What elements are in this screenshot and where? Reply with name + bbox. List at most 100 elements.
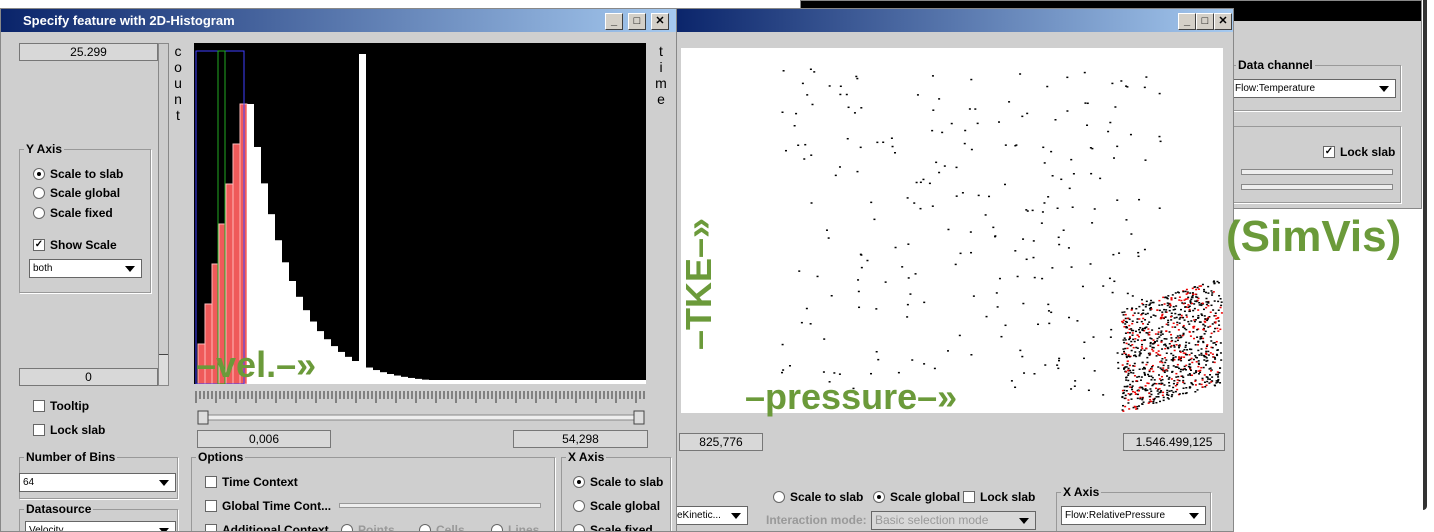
point (859, 253, 862, 256)
scrollbar[interactable] (158, 43, 169, 386)
point (1149, 353, 1152, 355)
point (922, 178, 925, 181)
dropdown[interactable]: Flow:Temperature (1231, 79, 1396, 98)
radio[interactable]: Points (341, 523, 395, 531)
point (1125, 390, 1128, 392)
point (1132, 314, 1135, 317)
point (1195, 356, 1198, 359)
point (1176, 363, 1179, 366)
checkbox[interactable]: Global Time Cont... (205, 499, 331, 513)
radio[interactable]: Scale to slab (573, 475, 663, 489)
x-max-field[interactable]: 1.546.499,125 (1123, 433, 1225, 451)
point (1152, 339, 1155, 341)
point (1194, 293, 1197, 296)
dropdown[interactable]: Flow:RelativePressure (1061, 506, 1206, 525)
point (1107, 130, 1110, 133)
point (1185, 387, 1188, 389)
point (1141, 386, 1144, 389)
radio[interactable]: Scale fixed (573, 523, 653, 531)
point (1187, 304, 1190, 306)
point (1205, 364, 1208, 366)
title-bar (673, 9, 1233, 32)
slider[interactable] (339, 503, 541, 508)
y-max-field[interactable]: 25.299 (19, 43, 158, 61)
radio[interactable]: Scale to slab (33, 167, 123, 181)
point (1146, 382, 1149, 384)
checkbox[interactable]: Lock slab (33, 423, 105, 437)
checkbox[interactable]: ✓ Show Scale (33, 238, 117, 252)
y-min-field[interactable]: 0 (19, 368, 158, 386)
point (1184, 353, 1187, 356)
minimize[interactable]: _ (1178, 13, 1196, 30)
point (1124, 353, 1127, 356)
point (1204, 318, 1207, 320)
point (1160, 368, 1163, 371)
point (1199, 336, 1202, 338)
point (1213, 282, 1216, 285)
point (1160, 316, 1163, 319)
slider-thumb (633, 410, 645, 425)
point (1182, 332, 1185, 335)
point (1032, 256, 1035, 259)
point (1159, 400, 1162, 403)
x-min-field[interactable]: 0,006 (197, 430, 331, 448)
close[interactable]: ✕ (1214, 13, 1232, 30)
point (1163, 371, 1166, 374)
group: X Axis (561, 450, 671, 531)
dropdown[interactable]: eKinetic... (673, 506, 748, 525)
group-title: X Axis (566, 450, 607, 464)
point (977, 194, 980, 197)
radio[interactable]: Lines (491, 523, 539, 531)
checkbox[interactable]: Lock slab (963, 490, 1035, 504)
point (1118, 252, 1121, 254)
point (1128, 318, 1131, 321)
x-min-field[interactable]: 825,776 (679, 433, 763, 451)
radio[interactable]: Scale to slab (773, 490, 863, 504)
point (1215, 373, 1218, 376)
point (1132, 365, 1135, 367)
point (1159, 140, 1162, 143)
point (906, 303, 909, 306)
point (1164, 361, 1167, 364)
radio[interactable]: Scale fixed (33, 206, 113, 220)
slider[interactable] (1241, 169, 1393, 175)
radio[interactable]: Scale global (873, 490, 960, 504)
maximize[interactable]: □ (628, 13, 646, 30)
point (1135, 307, 1138, 310)
slider[interactable] (1241, 184, 1393, 190)
point (1205, 345, 1208, 348)
close[interactable]: ✕ (651, 13, 669, 30)
dropdown[interactable]: 64 (19, 473, 176, 492)
dropdown[interactable]: Velocity (25, 521, 176, 531)
point (1140, 298, 1143, 301)
minimize[interactable]: _ (605, 13, 623, 30)
dropdown[interactable]: both (29, 259, 142, 278)
bar (317, 331, 324, 384)
radio[interactable]: Scale global (573, 499, 660, 513)
radio[interactable]: Scale global (33, 186, 120, 200)
point (1188, 387, 1191, 389)
point (1158, 135, 1161, 138)
point (816, 275, 819, 278)
x-max-field[interactable]: 54,298 (513, 430, 648, 448)
point (1202, 340, 1205, 343)
checkbox[interactable]: ✓ Lock slab (1323, 145, 1396, 159)
maximize[interactable]: □ (1196, 13, 1214, 30)
checkbox[interactable]: Tooltip (33, 399, 89, 413)
point (968, 108, 971, 110)
point (1173, 358, 1176, 361)
point (992, 226, 995, 229)
checkbox[interactable]: Time Context (205, 475, 298, 489)
point (1177, 313, 1180, 316)
point (1184, 306, 1187, 308)
point (946, 350, 949, 352)
point (1125, 325, 1128, 328)
point (1166, 397, 1169, 399)
point (1130, 340, 1133, 343)
radio[interactable]: Cells (419, 523, 465, 531)
checkbox[interactable]: Additional Context (205, 523, 329, 531)
point (1164, 311, 1167, 313)
dropdown[interactable]: Basic selection mode (871, 511, 1036, 530)
point (923, 301, 926, 304)
point (1004, 144, 1007, 146)
